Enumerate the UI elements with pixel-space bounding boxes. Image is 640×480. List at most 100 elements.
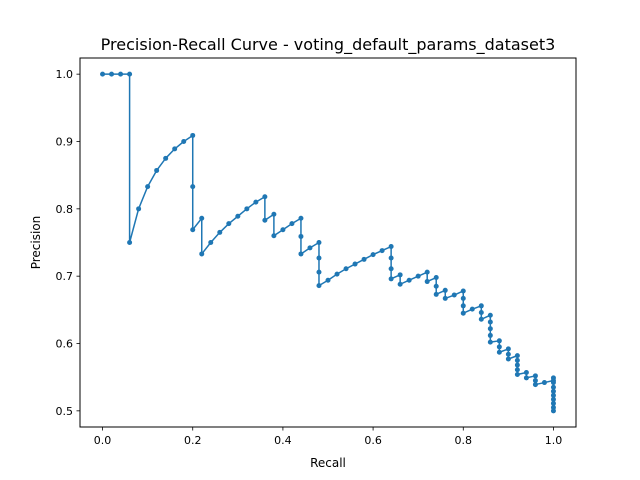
data-point-63 (469, 306, 475, 312)
data-point-66 (478, 316, 484, 322)
data-point-29 (298, 233, 304, 239)
data-point-43 (388, 244, 394, 250)
data-point-48 (397, 281, 403, 287)
data-point-23 (262, 217, 268, 223)
y-tick-label: 0.9 (56, 135, 74, 148)
data-point-5 (136, 206, 142, 212)
data-point-58 (451, 292, 457, 298)
x-axis-label: Recall (310, 456, 346, 470)
data-point-71 (487, 339, 493, 345)
data-point-65 (478, 310, 484, 316)
data-point-0 (100, 71, 106, 77)
data-point-95 (550, 396, 556, 402)
x-tick-label: 0.8 (455, 434, 473, 447)
data-point-68 (487, 319, 493, 325)
data-point-31 (307, 245, 313, 251)
data-point-21 (253, 199, 259, 205)
data-point-60 (460, 295, 466, 301)
data-point-30 (298, 251, 304, 257)
x-tick-label: 0.6 (364, 434, 382, 447)
data-point-35 (316, 283, 322, 289)
data-point-18 (226, 221, 232, 227)
data-point-80 (514, 362, 520, 368)
data-point-91 (550, 380, 556, 386)
data-point-47 (397, 272, 403, 278)
data-point-12 (190, 184, 196, 190)
data-point-10 (181, 139, 187, 144)
data-point-74 (496, 349, 502, 355)
data-point-53 (433, 275, 439, 281)
data-point-90 (550, 375, 556, 381)
data-point-79 (514, 357, 520, 363)
x-tick-label: 0.2 (184, 434, 202, 447)
data-point-84 (523, 375, 529, 381)
data-point-93 (550, 388, 556, 394)
data-point-4 (127, 240, 133, 245)
data-point-7 (154, 167, 160, 173)
data-point-57 (442, 295, 448, 301)
data-point-70 (487, 332, 493, 338)
data-point-24 (271, 211, 277, 217)
data-point-87 (532, 382, 538, 388)
data-point-86 (532, 378, 538, 384)
data-point-20 (244, 206, 250, 212)
y-tick-label: 1.0 (56, 68, 74, 81)
data-point-9 (172, 146, 178, 152)
data-point-78 (514, 353, 520, 359)
data-point-50 (415, 273, 421, 279)
data-point-77 (505, 356, 511, 362)
y-axis-label: Precision (29, 216, 43, 270)
data-point-69 (487, 326, 493, 332)
data-point-2 (118, 71, 124, 77)
data-point-22 (262, 194, 268, 200)
data-point-39 (352, 261, 358, 267)
data-point-59 (460, 288, 466, 294)
data-point-14 (199, 215, 205, 221)
data-point-17 (217, 229, 223, 235)
x-axis-ticks: 0.0 0.2 0.4 0.6 0.8 1.0 (94, 427, 562, 447)
x-tick-label: 0.4 (274, 434, 292, 447)
data-point-8 (163, 155, 169, 161)
data-point-49 (406, 277, 412, 283)
data-point-94 (550, 392, 556, 398)
data-point-3 (127, 71, 133, 77)
chart-title: Precision-Recall Curve - voting_default_… (101, 35, 556, 55)
data-point-72 (496, 338, 502, 344)
data-point-15 (199, 251, 205, 257)
data-point-81 (514, 367, 520, 373)
data-point-6 (145, 184, 151, 190)
data-point-41 (370, 252, 376, 258)
data-point-55 (433, 291, 439, 297)
y-tick-label: 0.7 (56, 270, 74, 283)
y-tick-label: 0.8 (56, 203, 74, 216)
data-point-98 (550, 408, 556, 414)
data-point-76 (505, 351, 511, 357)
y-tick-label: 0.5 (56, 405, 74, 418)
data-point-73 (496, 344, 502, 350)
data-point-26 (280, 227, 286, 233)
data-point-64 (478, 303, 484, 309)
y-tick-label: 0.6 (56, 338, 74, 351)
data-point-62 (460, 310, 466, 316)
data-point-56 (442, 287, 448, 293)
data-point-61 (460, 303, 466, 309)
data-point-52 (424, 279, 430, 285)
data-point-11 (190, 132, 196, 138)
data-point-36 (325, 277, 331, 283)
data-point-82 (514, 371, 520, 377)
data-point-67 (487, 312, 493, 318)
data-point-32 (316, 240, 322, 245)
x-tick-label: 1.0 (545, 434, 563, 447)
data-point-54 (433, 283, 439, 289)
data-point-85 (532, 373, 538, 379)
data-point-38 (343, 266, 349, 272)
data-point-96 (550, 400, 556, 406)
data-point-25 (271, 233, 277, 239)
data-point-44 (388, 255, 394, 261)
data-point-40 (361, 256, 367, 262)
axes-frame (79, 57, 577, 428)
x-tick-label: 0.0 (94, 434, 112, 447)
plot-area (100, 71, 556, 414)
